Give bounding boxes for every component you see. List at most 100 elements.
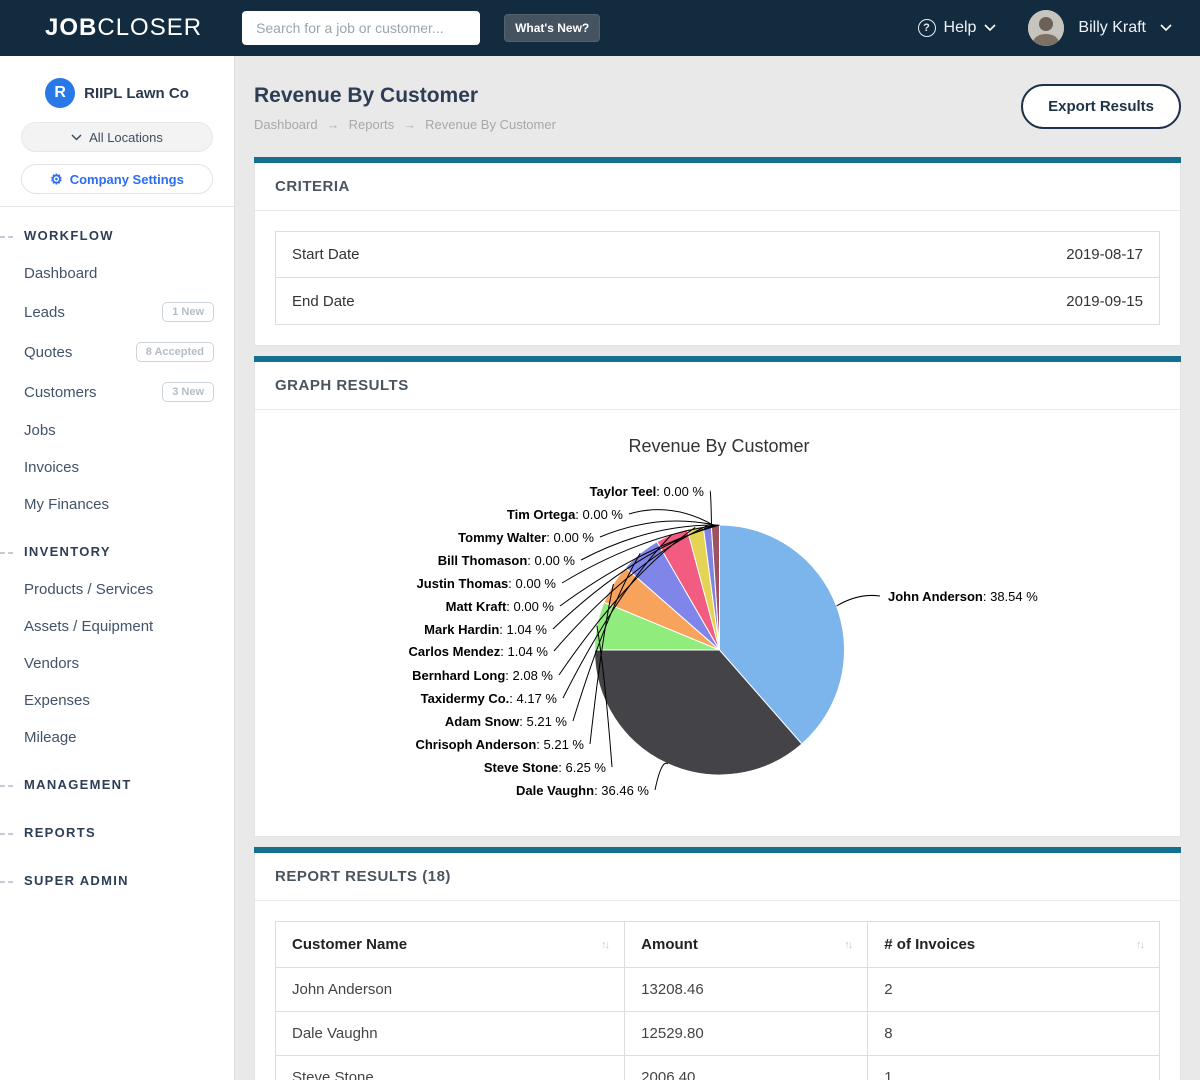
sidebar-section-reports[interactable]: REPORTS [0,812,234,852]
sidebar-item-label: Invoices [24,459,80,476]
sort-icon[interactable]: ↑↓ [844,938,853,951]
breadcrumb-arrow-icon: → [326,117,340,132]
help-menu[interactable]: ? Help [917,19,997,37]
invoice-count-cell: 8 [867,1011,1160,1056]
sidebar-item-vendors[interactable]: Vendors [0,645,234,682]
user-menu[interactable]: Billy Kraft [1078,19,1146,37]
app-logo[interactable]: JOBCLOSER [45,14,202,42]
column-label: Amount [641,936,698,953]
graph-header: GRAPH RESULTS [255,362,1180,410]
pie-label-line [628,509,713,526]
pie-label-taylor-teel: Taylor Teel: 0.00 % [589,484,704,499]
column-header-customer-name[interactable]: Customer Name ↑↓ [274,921,626,968]
logo-bold: JOB [45,14,98,41]
pie-label-tommy-walter: Tommy Walter: 0.00 % [458,530,594,545]
search-input[interactable] [242,11,481,45]
sidebar: R RIIPL Lawn Co All Locations ⚙ Company … [0,56,235,1080]
criteria-label: Start Date [292,246,360,263]
sidebar-section-management[interactable]: MANAGEMENT [0,764,234,804]
sidebar-item-label: Products / Services [24,581,154,598]
criteria-row-start-date: Start Date 2019-08-17 [276,232,1159,278]
pie-label-matt-kraft: Matt Kraft: 0.00 % [445,599,554,614]
amount-cell: 13208.46 [624,967,869,1012]
sidebar-item-dashboard[interactable]: Dashboard [0,255,234,292]
pie-label-adam-snow: Adam Snow: 5.21 % [444,714,567,729]
column-header-inner: Amount ↑↓ [641,936,853,953]
user-chevron-down-icon[interactable] [1160,24,1172,32]
breadcrumb-reports[interactable]: Reports [348,117,395,132]
report-panel: REPORT RESULTS (18) Customer Name ↑↓ Amoun… [254,847,1181,1080]
sidebar-item-leads[interactable]: Leads 1 New [0,292,234,332]
amount-cell: 12529.80 [624,1011,869,1056]
chevron-down-icon [71,133,82,141]
sidebar-item-invoices[interactable]: Invoices [0,449,234,486]
criteria-header: CRITERIA [255,163,1180,211]
topbar-right: ? Help Billy Kraft [917,10,1172,46]
pie-label-line [559,524,720,607]
sidebar-item-label: Jobs [24,422,56,439]
sidebar-item-products-services[interactable]: Products / Services [0,571,234,608]
sidebar-item-quotes[interactable]: Quotes 8 Accepted [0,332,234,372]
pie-label-taxidermy-co: Taxidermy Co.: 4.17 % [420,691,557,706]
sidebar-item-label: Quotes [24,343,73,361]
sidebar-item-label: My Finances [24,496,110,513]
sidebar-badge-quotes: 8 Accepted [135,342,214,362]
chart-title: Revenue By Customer [628,436,809,456]
panel-accent-bar [254,847,1181,853]
criteria-row-end-date: End Date 2019-09-15 [276,278,1159,324]
column-label: # of Invoices [884,936,976,953]
sidebar-divider [0,206,234,207]
company-settings-button[interactable]: ⚙ Company Settings [21,164,213,194]
pie-label-line [580,524,716,561]
whats-new-button[interactable]: What's New? [504,14,601,42]
table-row-steve-stone[interactable]: Steve Stone 2006.40 1 [274,1055,1160,1080]
page-header: Revenue By Customer Dashboard → Reports → Re… [254,84,1181,132]
page-title-block: Revenue By Customer Dashboard → Reports → Re… [254,84,556,132]
sidebar-section-workflow[interactable]: WORKFLOW [0,215,234,255]
table-row-dale-vaughn[interactable]: Dale Vaughn 12529.80 8 [274,1011,1160,1056]
column-header-amount[interactable]: Amount ↑↓ [624,921,869,968]
criteria-body: Start Date 2019-08-17 End Date 2019-09-15 [255,211,1180,345]
pie-slice-john-anderson[interactable] [718,524,845,745]
export-results-button[interactable]: Export Results [1021,84,1181,129]
pie-label-line [589,583,614,745]
user-avatar[interactable] [1028,10,1065,46]
column-header-of-invoices[interactable]: # of Invoices ↑↓ [867,921,1160,968]
sidebar-item-mileage[interactable]: Mileage [0,719,234,756]
pie-label-line [709,490,712,526]
logo-light: CLOSER [97,14,203,41]
column-label: Customer Name [292,936,408,953]
report-table: Customer Name ↑↓ Amount ↑↓ # of Invoices ↑↓ J… [274,921,1160,1080]
criteria-value: 2019-09-15 [1066,292,1143,310]
sidebar-item-jobs[interactable]: Jobs [0,412,234,449]
pie-label-justin-thomas: Justin Thomas: 0.00 % [416,576,556,591]
sidebar-item-label: Expenses [24,692,90,709]
revenue-pie-chart[interactable]: Revenue By Customer John Anderson: 38.54 … [275,422,1161,832]
pie-label-bill-thomason: Bill Thomason: 0.00 % [437,553,575,568]
customer-name-cell: Steve Stone [274,1055,626,1080]
sort-icon[interactable]: ↑↓ [1136,938,1145,951]
breadcrumb-revenue-by-customer: Revenue By Customer [425,117,556,132]
sidebar-item-expenses[interactable]: Expenses [0,682,234,719]
all-locations-label: All Locations [89,129,163,145]
pie-label-dale-vaughn: Dale Vaughn: 36.46 % [516,783,649,798]
sidebar-nav: WORKFLOW Dashboard Leads 1 New Quotes 8 Accep… [0,215,234,900]
sidebar-item-customers[interactable]: Customers 3 New [0,372,234,412]
pie-label-bernhard-long: Bernhard Long: 2.08 % [412,668,553,683]
breadcrumb-dashboard[interactable]: Dashboard [254,117,318,132]
company-avatar[interactable]: R [45,78,76,108]
sidebar-item-my-finances[interactable]: My Finances [0,486,234,523]
sidebar-item-label: Mileage [24,729,77,746]
sidebar-section-inventory[interactable]: INVENTORY [0,531,234,571]
sidebar-item-assets-equipment[interactable]: Assets / Equipment [0,608,234,645]
sidebar-item-label: Assets / Equipment [24,618,154,635]
sidebar-item-label: Dashboard [24,265,98,282]
sort-icon[interactable]: ↑↓ [601,938,610,951]
table-row-john-anderson[interactable]: John Anderson 13208.46 2 [274,967,1160,1012]
column-header-inner: # of Invoices ↑↓ [884,936,1145,953]
user-name: Billy Kraft [1078,19,1146,36]
all-locations-dropdown[interactable]: All Locations [21,122,213,152]
sidebar-section-super-admin[interactable]: SUPER ADMIN [0,860,234,900]
panel-accent-bar [254,157,1181,163]
report-header: REPORT RESULTS (18) [255,853,1180,901]
